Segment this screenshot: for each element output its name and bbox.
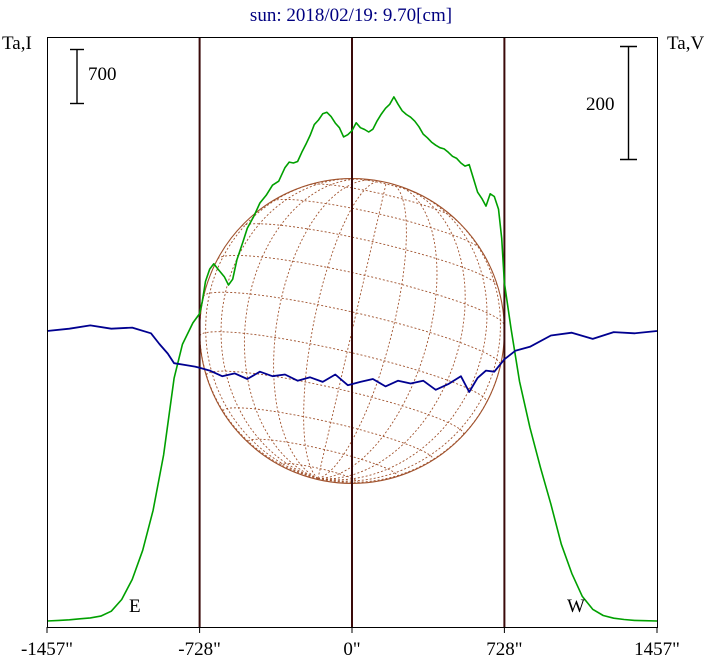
meridian-line bbox=[317, 193, 488, 481]
limb-label-w: W bbox=[567, 596, 585, 617]
meridian-line bbox=[317, 182, 387, 479]
meridian-line bbox=[303, 180, 381, 479]
meridian-line bbox=[243, 178, 365, 479]
parallel-line bbox=[217, 254, 505, 326]
x-tick-label: 0" bbox=[343, 639, 360, 660]
limb-label-e: E bbox=[129, 596, 141, 617]
meridian-line bbox=[205, 182, 319, 479]
chart-title: sun: 2018/02/19: 9.70[cm] bbox=[250, 5, 452, 26]
meridian-line bbox=[220, 178, 353, 479]
y-right-label: Ta,V bbox=[667, 33, 704, 54]
scale-bar-right-label: 200 bbox=[586, 94, 615, 115]
plot-area: -1457" -728" 0" 728" 1457" bbox=[21, 37, 680, 660]
parallel-line bbox=[241, 223, 498, 286]
series-line-V bbox=[46, 324, 658, 393]
parallel-line bbox=[280, 462, 359, 483]
scale-bar-left-label: 700 bbox=[88, 64, 117, 85]
parallel-line bbox=[352, 178, 419, 195]
parallel-line bbox=[222, 407, 434, 460]
x-tick-label: 1457" bbox=[634, 639, 680, 660]
x-axis: -1457" -728" 0" 728" 1457" bbox=[21, 627, 680, 660]
meridian-line bbox=[317, 188, 466, 480]
reference-lines bbox=[198, 37, 506, 627]
x-tick-label: -1457" bbox=[21, 639, 73, 660]
parallel-line bbox=[203, 291, 501, 366]
series-line-I bbox=[46, 96, 658, 622]
meridian-line bbox=[273, 179, 375, 479]
parallel-line bbox=[310, 183, 454, 218]
meridian-line bbox=[317, 185, 438, 479]
meridian-line bbox=[317, 212, 501, 482]
scale-bar-left: 700 bbox=[70, 48, 117, 105]
x-tick-label: 728" bbox=[486, 639, 522, 660]
parallel-line bbox=[199, 331, 488, 403]
parallel-line bbox=[272, 198, 481, 249]
parallel-line bbox=[247, 438, 398, 476]
parallel-line bbox=[205, 370, 465, 435]
x-tick-label: -728" bbox=[178, 639, 221, 660]
series-lines bbox=[46, 96, 658, 622]
solar-disk-grid bbox=[199, 178, 505, 484]
meridian-line bbox=[317, 183, 407, 479]
scale-bar-right: 200 bbox=[586, 45, 637, 161]
y-left-label: Ta,I bbox=[2, 33, 32, 54]
